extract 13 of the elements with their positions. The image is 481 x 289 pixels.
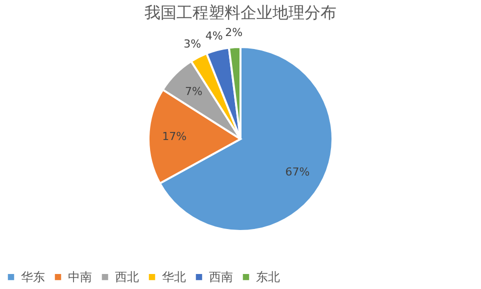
legend-label: 华东 xyxy=(21,270,45,284)
data-label: 7% xyxy=(184,85,202,98)
legend-label: 华北 xyxy=(162,270,186,284)
data-label: 17% xyxy=(162,130,187,143)
chart-title: 我国工程塑料企业地理分布 xyxy=(144,3,336,22)
legend-label: 中南 xyxy=(68,270,92,284)
data-label: 3% xyxy=(184,38,202,51)
legend-label: 西南 xyxy=(209,270,233,284)
data-label: 2% xyxy=(225,26,243,40)
legend-label: 西北 xyxy=(115,270,139,284)
legend-label: 东北 xyxy=(256,270,280,284)
data-label: 4% xyxy=(205,29,223,42)
data-label: 67% xyxy=(285,166,310,179)
